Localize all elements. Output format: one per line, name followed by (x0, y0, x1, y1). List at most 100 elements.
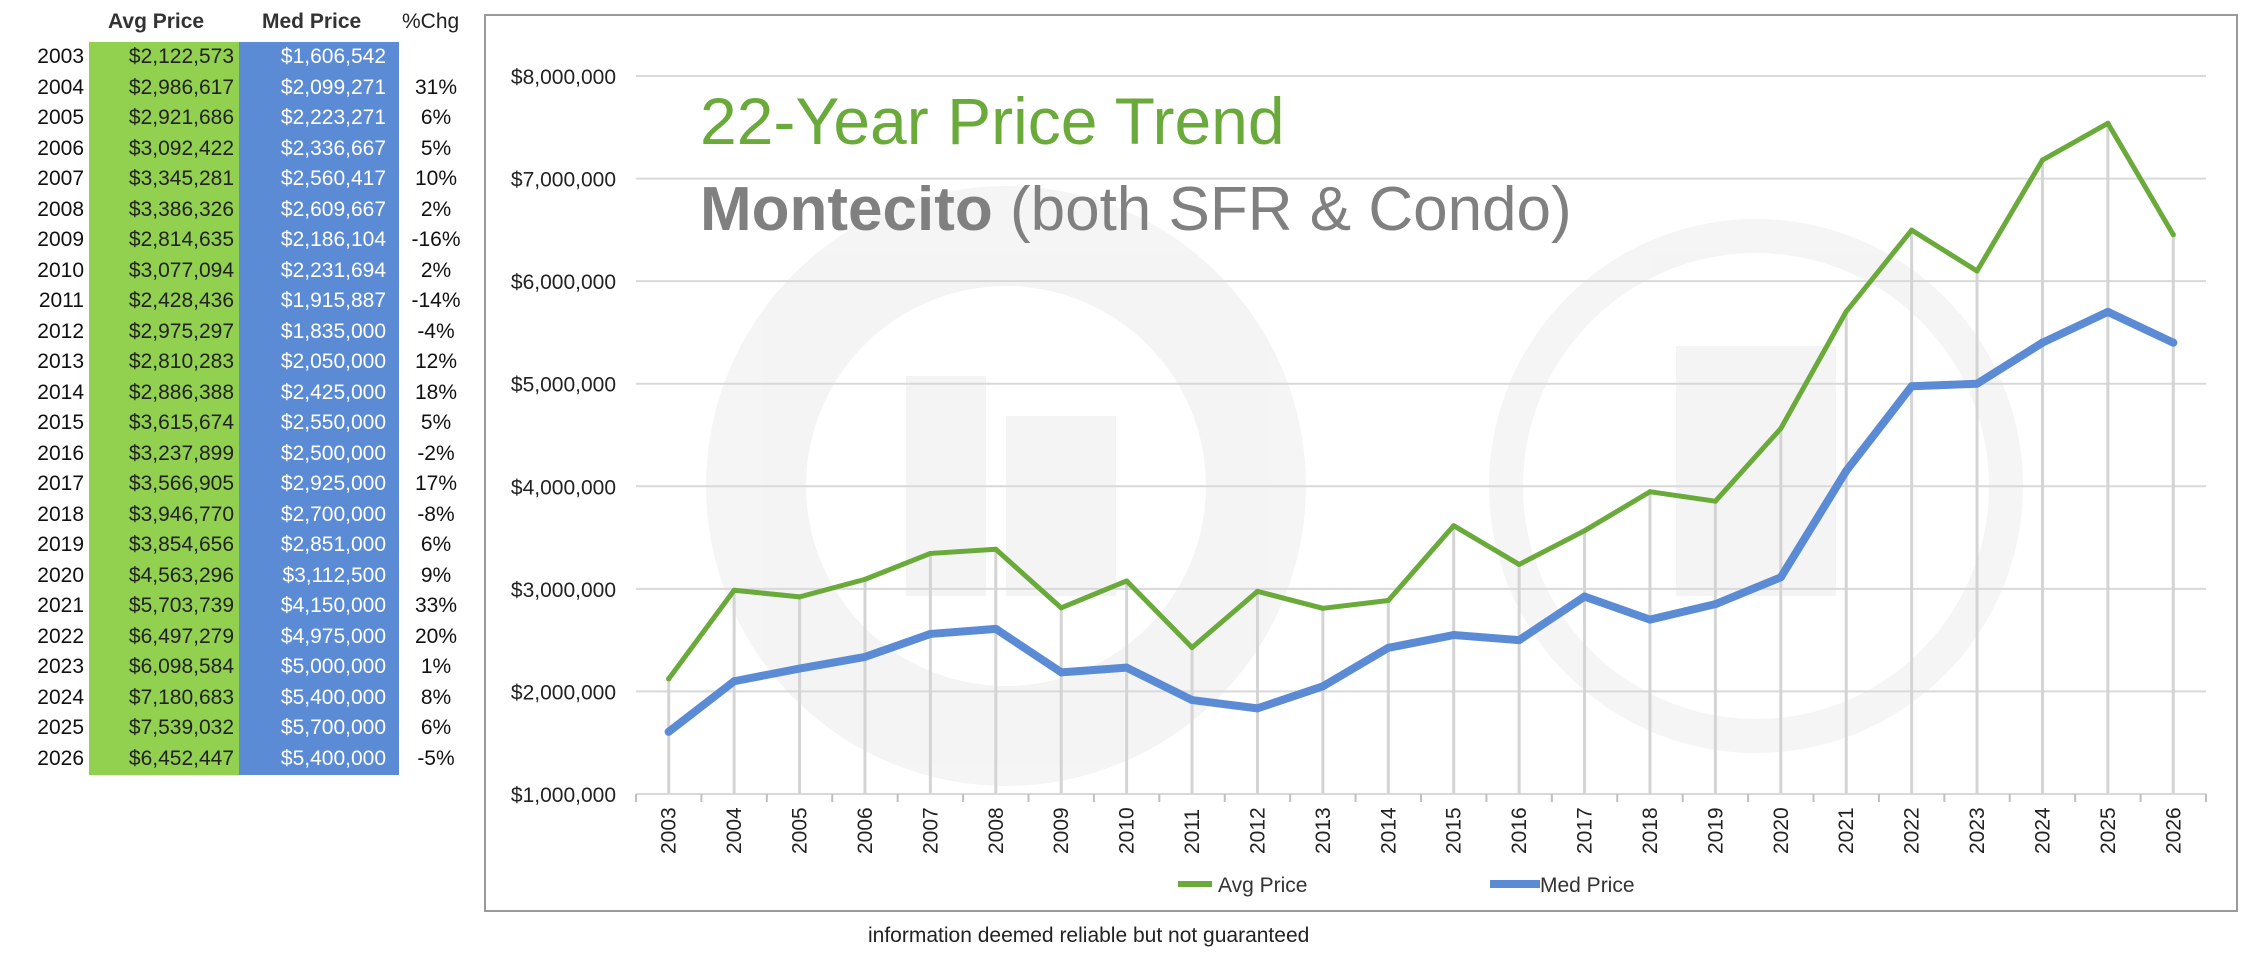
med-price-point (1907, 382, 1916, 391)
cell-year: 2019 (37, 533, 84, 556)
cell-med: $2,550,000 (280, 411, 386, 434)
table-row: 2003 $2,122,573 $1,606,542 (0, 42, 480, 72)
med-price-line (664, 307, 2178, 736)
med-price-point (1122, 663, 1131, 672)
cell-chg: 33% (414, 594, 458, 617)
cell-year: 2009 (37, 228, 84, 251)
x-tick-label: 2024 (2031, 807, 2054, 854)
cell-chg: 10% (414, 167, 458, 190)
avg-price-point (1647, 489, 1653, 495)
avg-price-header: Avg Price (108, 10, 205, 33)
cell-avg: $6,452,447 (128, 746, 234, 770)
avg-price-point (2170, 232, 2176, 238)
med-price-point (991, 624, 1000, 633)
avg-price-point (1451, 523, 1457, 529)
avg-price-point (1974, 268, 1980, 274)
med-price-point (1057, 668, 1066, 677)
table-row: 2021 $5,703,739 $4,150,000 33% (0, 591, 480, 621)
avg-column-background (89, 42, 239, 775)
cell-avg: $2,122,573 (128, 45, 234, 68)
cell-year: 2023 (37, 655, 84, 678)
cell-avg: $2,428,436 (128, 289, 234, 312)
chart-legend: Avg Price Med Price (1178, 874, 1635, 897)
table-row: 2004 $2,986,617 $2,099,271 31% (0, 73, 480, 103)
cell-med: $2,560,417 (280, 167, 386, 190)
cell-year: 2020 (37, 563, 84, 587)
med-price-point (2169, 338, 2178, 347)
cell-year: 2005 (37, 106, 84, 129)
y-tick-label: $2,000,000 (511, 681, 616, 704)
chart-frame: $1,000,000 $2,000,000 $3,000,000 $4,000,000… (484, 14, 2238, 912)
table-row: 2015 $3,615,674 $2,550,000 5% (0, 408, 480, 438)
x-tick-label: 2017 (1574, 807, 1597, 854)
x-tick-label: 2007 (919, 807, 942, 854)
cell-year: 2013 (37, 350, 84, 373)
avg-price-point (1058, 605, 1064, 611)
cell-avg: $2,810,283 (128, 350, 234, 373)
x-tick-label: 2020 (1770, 807, 1793, 854)
cell-avg: $3,854,656 (128, 533, 234, 556)
cell-avg: $3,566,905 (128, 472, 234, 495)
avg-price-line (666, 120, 2176, 682)
cell-year: 2012 (37, 319, 84, 343)
cell-chg: -14% (411, 289, 461, 312)
price-table: Avg Price Med Price %Chg 2003 $2,122,573 $… (0, 0, 480, 790)
cell-med: $2,851,000 (280, 533, 386, 556)
med-price-point (1253, 704, 1262, 713)
x-tick-label: 2026 (2162, 807, 2185, 854)
price-trend-chart: $1,000,000 $2,000,000 $3,000,000 $4,000,000… (511, 66, 2207, 897)
cell-year: 2022 (37, 624, 84, 648)
cell-chg: 1% (420, 655, 452, 678)
cell-avg: $3,615,674 (128, 411, 234, 434)
cell-avg: $3,345,281 (128, 167, 234, 190)
cell-chg: 5% (420, 136, 452, 160)
table-row: 2014 $2,886,388 $2,425,000 18% (0, 378, 480, 408)
avg-price-point (993, 546, 999, 552)
chart-subtitle-bold: Montecito (700, 175, 993, 244)
x-tick-label: 2023 (1966, 807, 1989, 854)
avg-price-point (2105, 120, 2111, 126)
med-price-point (795, 664, 804, 673)
med-price-point (2103, 307, 2112, 316)
table-row: 2020 $4,563,296 $3,112,500 9% (0, 561, 480, 591)
cell-chg: -2% (417, 441, 455, 465)
table-row: 2019 $3,854,656 $2,851,000 6% (0, 530, 480, 560)
cell-chg: -16% (411, 228, 461, 251)
cell-avg: $4,563,296 (128, 563, 234, 587)
avg-price-point (1778, 426, 1784, 432)
cell-avg: $2,921,686 (128, 106, 234, 129)
avg-price-point (927, 550, 933, 556)
y-tick-label: $1,000,000 (511, 784, 616, 807)
cell-med: $2,700,000 (280, 502, 386, 526)
avg-price-point (731, 587, 737, 593)
cell-med: $2,609,667 (280, 197, 386, 221)
cell-year: 2003 (37, 45, 84, 68)
cell-avg: $3,946,770 (128, 502, 234, 526)
x-tick-label: 2013 (1312, 807, 1335, 854)
x-tick-label: 2021 (1835, 807, 1858, 854)
cell-chg: 18% (414, 380, 458, 404)
cell-avg: $7,180,683 (128, 685, 234, 709)
x-tick-label: 2006 (854, 807, 877, 854)
x-tick-label: 2016 (1508, 807, 1531, 854)
table-row: 2008 $3,386,326 $2,609,667 2% (0, 195, 480, 225)
cell-year: 2006 (37, 136, 84, 160)
x-tick-label: 2004 (723, 807, 746, 854)
table-row: 2018 $3,946,770 $2,700,000 -8% (0, 500, 480, 530)
med-price-point (664, 727, 673, 736)
cell-chg: 9% (420, 563, 452, 587)
cell-year: 2015 (37, 411, 84, 434)
table-row: 2023 $6,098,584 $5,000,000 1% (0, 652, 480, 682)
cell-chg: 6% (420, 716, 452, 739)
x-tick-label: 2022 (1901, 807, 1924, 854)
chart-subtitle: Montecito (both SFR & Condo) (700, 175, 1572, 244)
x-tick-label: 2003 (658, 807, 681, 854)
cell-chg: 6% (420, 106, 452, 129)
cell-chg: 2% (420, 258, 452, 282)
med-price-point (1580, 592, 1589, 601)
cell-med: $2,231,694 (280, 258, 386, 282)
cell-year: 2025 (37, 716, 84, 739)
cell-chg: 17% (414, 472, 458, 495)
avg-price-point (1320, 605, 1326, 611)
x-tick-label: 2011 (1181, 809, 1204, 854)
